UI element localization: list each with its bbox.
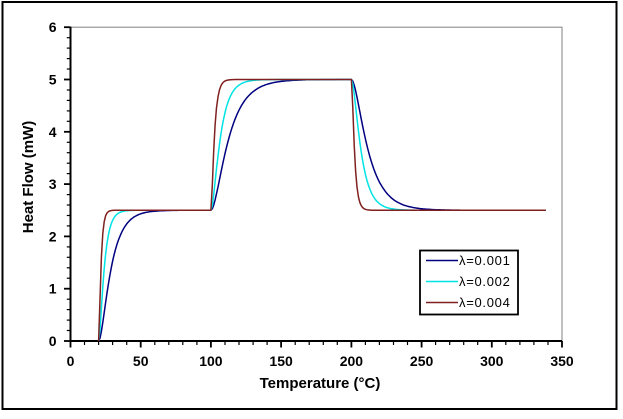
svg-text:100: 100 <box>199 353 223 369</box>
svg-text:Temperature (°C): Temperature (°C) <box>260 375 381 392</box>
svg-text:6: 6 <box>49 19 57 35</box>
svg-text:0: 0 <box>49 333 57 349</box>
svg-text:250: 250 <box>410 353 434 369</box>
svg-text:λ=0.002: λ=0.002 <box>459 274 511 289</box>
svg-text:300: 300 <box>480 353 504 369</box>
svg-text:2: 2 <box>49 228 57 244</box>
svg-text:1: 1 <box>49 281 57 297</box>
svg-text:200: 200 <box>340 353 364 369</box>
svg-text:5: 5 <box>49 72 57 88</box>
svg-text:4: 4 <box>49 124 57 140</box>
svg-text:Heat Flow (mW): Heat Flow (mW) <box>20 121 37 234</box>
svg-text:λ=0.001: λ=0.001 <box>459 253 511 268</box>
svg-text:λ=0.004: λ=0.004 <box>459 295 511 310</box>
svg-text:3: 3 <box>49 176 57 192</box>
svg-text:350: 350 <box>550 353 574 369</box>
svg-text:50: 50 <box>133 353 149 369</box>
svg-text:150: 150 <box>269 353 293 369</box>
svg-text:0: 0 <box>67 353 75 369</box>
